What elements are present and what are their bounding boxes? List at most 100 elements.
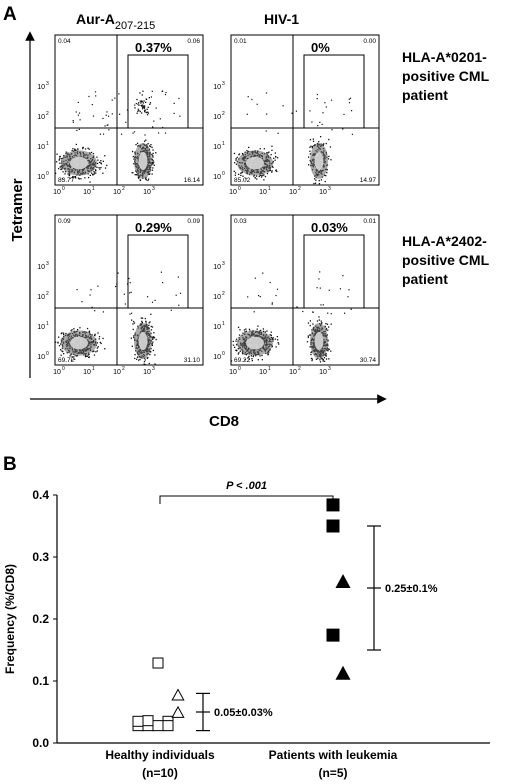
data-point-square [142,715,154,727]
data-point-triangle [171,705,185,718]
y-tick-label: 10 [213,264,221,271]
category-label: Patients with leukemia [269,748,398,762]
density-center [70,336,88,350]
x-tick-exponent: 0 [62,366,65,372]
y-tick-label: 0.2 [32,612,49,626]
x-tick-label: 10 [143,189,151,196]
significance-bracket [159,495,334,504]
y-tick-label: 10 [37,174,45,181]
quadrant-ul-value: 0.09 [58,218,71,225]
quadrant-ur-value: 0.09 [187,218,200,225]
row-label-hla-a0201: HLA-A*0201- positive CML patient [402,49,493,103]
y-tick-label: 10 [37,294,45,301]
y-tick-label: 10 [37,264,45,271]
y-tick-label: 10 [213,174,221,181]
gate-percent-label: 0.37% [135,40,172,55]
gate-percent-label: 0.03% [311,220,348,235]
y-tick-label: 0.3 [32,550,49,564]
x-tick-label: 10 [259,369,267,376]
data-point-square [152,657,164,669]
quadrant-ul-value: 0.03 [234,218,247,225]
quadrant-ul-value: 0.01 [234,38,247,45]
event-cloud [233,92,353,185]
x-tick-exponent: 3 [328,366,331,372]
density-center [138,332,148,350]
scatter-chart: 0.0 0.1 0.2 0.3 0.4 Frequency (%/CD8) Healthy … [3,480,490,780]
x-tick-label: 10 [319,369,327,376]
density-center [246,156,264,170]
y-tick-exponent: 2 [222,291,225,297]
density-center [70,156,88,170]
panel-b: B 0.0 0.1 0.2 0.3 0.4 Frequency (%/CD8) Health… [3,454,490,780]
y-tick-exponent: 0 [222,171,225,177]
x-tick-label: 10 [113,189,121,196]
data-point-square [132,715,144,727]
event-cloud [231,271,352,363]
density-center [314,152,324,170]
x-tick-exponent: 1 [268,186,271,192]
column-header-aur-a: Aur-A207-215 [76,11,155,32]
y-tick-label: 0.4 [32,488,49,502]
mean-sd-label: 0.25±0.1% [385,583,438,595]
quadrant-lr-value: 16.14 [184,177,201,184]
x-tick-label: 10 [53,369,61,376]
y-tick-exponent: 3 [222,81,225,87]
x-tick-exponent: 2 [298,366,301,372]
data-point-triangle [335,574,351,588]
quadrant-ll-value: 85.02 [234,177,251,184]
x-tick-exponent: 2 [122,186,125,192]
y-tick-exponent: 2 [46,291,49,297]
category-count-label: (n=10) [142,766,178,780]
x-tick-label: 10 [319,189,327,196]
y-tick-exponent: 0 [46,171,49,177]
x-tick-exponent: 1 [268,366,271,372]
y-tick-label: 10 [213,294,221,301]
y-tick-label: 10 [213,144,221,151]
density-center [138,152,148,170]
y-tick-exponent: 1 [46,321,49,327]
quadrant-ur-value: 0.00 [363,38,376,45]
cd8-axis-label: CD8 [209,413,239,430]
y-tick-label: 0.0 [32,736,49,750]
y-tick-label: 10 [37,144,45,151]
panel-b-letter: B [3,454,17,475]
density-center [246,336,264,350]
gate-percent-label: 0.29% [135,220,172,235]
y-tick-label: 10 [213,354,221,361]
x-tick-exponent: 3 [152,366,155,372]
category-count-label: (n=5) [318,766,347,780]
y-tick-label: 10 [37,324,45,331]
x-tick-label: 10 [229,189,237,196]
quadrant-ll-value: 69.72 [58,357,75,364]
data-point-square [326,519,340,533]
x-tick-exponent: 2 [122,366,125,372]
x-tick-label: 10 [83,369,91,376]
y-tick-label: 10 [37,354,45,361]
x-tick-label: 10 [143,369,151,376]
x-tick-exponent: 2 [298,186,301,192]
x-tick-label: 10 [289,369,297,376]
tetramer-gate [303,234,365,309]
y-tick-exponent: 1 [46,141,49,147]
data-point-square [162,720,174,732]
quadrant-ll-value: 69.22 [234,357,251,364]
x-tick-label: 10 [83,189,91,196]
data-point-square [326,498,340,512]
column-header-hiv: HIV-1 [264,11,299,27]
x-tick-label: 10 [259,189,267,196]
y-tick-exponent: 2 [222,111,225,117]
tetramer-gate [127,234,189,309]
y-axis-label: Frequency (%/CD8) [3,564,17,674]
data-point-square [326,628,340,642]
category-label: Healthy individuals [105,748,215,762]
tetramer-gate [127,54,189,129]
data-point-triangle [171,688,185,701]
y-tick-exponent: 0 [46,351,49,357]
mean-sd-label: 0.05±0.03% [214,707,273,719]
density-center [314,332,324,350]
x-tick-exponent: 1 [92,186,95,192]
